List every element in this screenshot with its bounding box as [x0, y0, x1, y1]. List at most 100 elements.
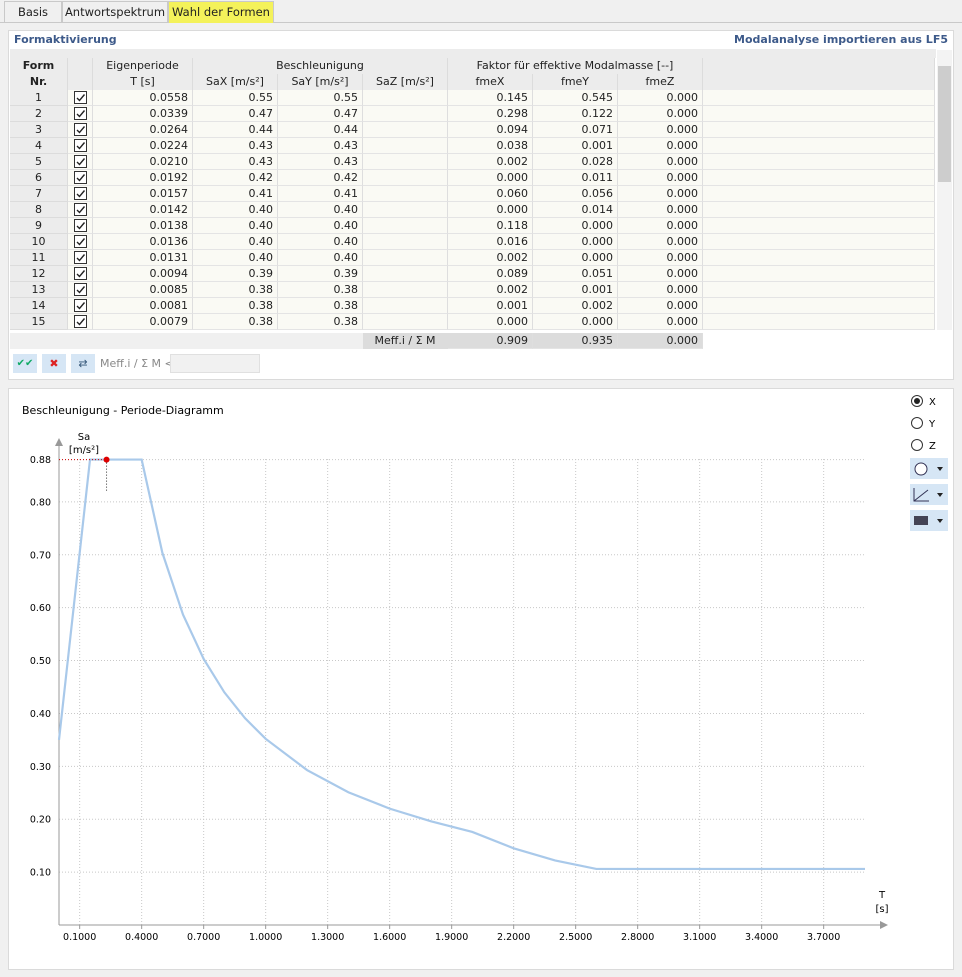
tab-line [0, 22, 962, 23]
radio-button[interactable] [911, 417, 923, 429]
data-cell: 0.47 [278, 106, 363, 122]
checkbox[interactable] [74, 283, 87, 296]
header-cell: SaY [m/s²] [278, 74, 363, 90]
row-number: 13 [10, 282, 68, 298]
scroll-thumb[interactable] [938, 66, 951, 182]
section-title: Formaktivierung [14, 33, 117, 46]
data-cell: 0.0094 [93, 266, 193, 282]
filter-input[interactable] [170, 354, 260, 373]
data-cell: 0.011 [533, 170, 618, 186]
checkbox[interactable] [74, 171, 87, 184]
data-cell: 0.056 [533, 186, 618, 202]
icon [913, 488, 929, 502]
data-cell [363, 250, 448, 266]
scrollbar[interactable] [937, 50, 952, 330]
deselect-button[interactable]: ✖ [42, 354, 66, 373]
checkbox[interactable] [74, 267, 87, 280]
header-cell: Eigenperiode [93, 58, 193, 74]
y-tick-label: 0.40 [30, 709, 51, 720]
footer-label: Meff.i / Σ M [363, 333, 448, 349]
import-link[interactable]: Modalanalyse importieren aus LF5 [734, 33, 948, 46]
data-cell: 0.000 [448, 314, 533, 330]
data-cell [363, 106, 448, 122]
checkbox[interactable] [74, 299, 87, 312]
radio-button[interactable] [911, 439, 923, 451]
table: Form Eigenperiode Beschleunigung Faktor für… [0, 0, 962, 380]
checkbox-cell [68, 154, 93, 170]
data-cell [363, 122, 448, 138]
checkbox[interactable] [74, 251, 87, 264]
data-cell: 0.47 [193, 106, 278, 122]
data-cell: 0.0081 [93, 298, 193, 314]
checkbox-cell [68, 106, 93, 122]
checkbox[interactable] [74, 155, 87, 168]
y-axis-arrow [55, 438, 63, 446]
row-number: 7 [10, 186, 68, 202]
tab[interactable]: Antwortspektrum [62, 1, 168, 22]
x-tick-label: 2.8000 [621, 932, 654, 943]
data-cell: 0.43 [193, 154, 278, 170]
data-cell: 0.43 [193, 138, 278, 154]
data-cell: 0.38 [193, 314, 278, 330]
x-axis-unit: [s] [875, 904, 888, 915]
tab[interactable]: Basis [4, 1, 62, 22]
checkbox[interactable] [74, 315, 87, 328]
checkbox[interactable] [74, 107, 87, 120]
header-cell [68, 58, 93, 74]
checkbox-cell [68, 282, 93, 298]
checkbox[interactable] [74, 139, 87, 152]
footer-value: 0.000 [618, 333, 703, 349]
data-cell: 0.40 [278, 218, 363, 234]
data-cell: 0.000 [618, 266, 703, 282]
data-cell: 0.145 [448, 90, 533, 106]
data-cell: 0.44 [193, 122, 278, 138]
checkbox[interactable] [74, 219, 87, 232]
data-cell: 0.000 [533, 314, 618, 330]
data-cell: 0.000 [618, 106, 703, 122]
data-cell: 0.43 [278, 138, 363, 154]
data-cell: 0.298 [448, 106, 533, 122]
header-cell: SaZ [m/s²] [363, 74, 448, 90]
dropdown-arrow [937, 467, 943, 471]
row-number: 15 [10, 314, 68, 330]
data-cell: 0.000 [618, 202, 703, 218]
data-cell: 0.002 [448, 250, 533, 266]
data-cell: 0.0210 [93, 154, 193, 170]
x-tick-label: 2.2000 [497, 932, 530, 943]
footer-value: 0.909 [448, 333, 533, 349]
tool-button[interactable] [910, 484, 948, 505]
data-cell [363, 186, 448, 202]
checkbox[interactable] [74, 187, 87, 200]
data-cell: 0.002 [448, 154, 533, 170]
empty-cell [703, 234, 935, 250]
data-cell: 0.000 [618, 250, 703, 266]
y-tick-label: 0.70 [30, 550, 51, 561]
data-cell: 0.089 [448, 266, 533, 282]
radio-label: Y [928, 419, 936, 430]
data-cell: 0.001 [533, 282, 618, 298]
data-cell: 0.028 [533, 154, 618, 170]
row-number: 1 [10, 90, 68, 106]
data-cell: 0.38 [278, 282, 363, 298]
data-cell: 0.39 [278, 266, 363, 282]
data-cell [363, 138, 448, 154]
data-cell: 0.000 [618, 298, 703, 314]
checkbox-cell [68, 234, 93, 250]
data-cell: 0.118 [448, 218, 533, 234]
tab-active[interactable]: Wahl der Formen [168, 1, 274, 23]
x-tick-label: 3.7000 [807, 932, 840, 943]
row-number: 3 [10, 122, 68, 138]
checkbox[interactable] [74, 123, 87, 136]
tool-button[interactable] [910, 510, 948, 531]
checkbox[interactable] [74, 91, 87, 104]
checkbox[interactable] [74, 235, 87, 248]
data-cell: 0.000 [448, 170, 533, 186]
select-all-button[interactable]: ✔✔ [13, 354, 37, 373]
invert-button[interactable]: ⇄ [71, 354, 95, 373]
empty-cell [703, 90, 935, 106]
data-cell: 0.38 [278, 314, 363, 330]
header-cell: fmeX [448, 74, 533, 90]
checkbox[interactable] [74, 203, 87, 216]
data-cell: 0.001 [533, 138, 618, 154]
data-cell: 0.38 [193, 298, 278, 314]
